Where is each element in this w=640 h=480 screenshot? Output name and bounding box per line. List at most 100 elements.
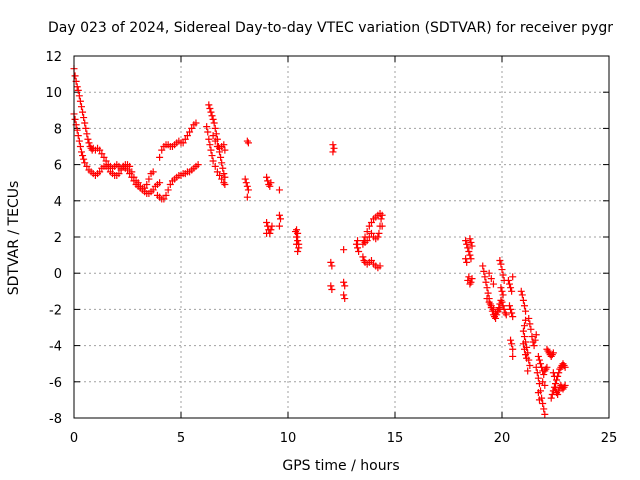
- data-point: [340, 291, 348, 299]
- data-point: [275, 186, 283, 194]
- data-point: [464, 244, 472, 252]
- data-point: [75, 92, 83, 100]
- data-point: [468, 242, 476, 250]
- data-point: [330, 144, 338, 152]
- data-point: [82, 124, 90, 132]
- data-point: [509, 345, 517, 353]
- data-point: [522, 307, 530, 315]
- data-point: [539, 400, 547, 408]
- data-point: [149, 168, 157, 176]
- data-point: [85, 139, 93, 147]
- data-point: [275, 211, 283, 219]
- data-point: [208, 112, 216, 120]
- data-point: [243, 193, 251, 201]
- data-point: [295, 244, 303, 252]
- data-point: [293, 226, 301, 234]
- data-point: [352, 240, 360, 248]
- data-point: [507, 336, 515, 344]
- data-point: [98, 150, 106, 158]
- data-point: [156, 179, 164, 187]
- data-point: [188, 124, 196, 132]
- data-point: [487, 302, 495, 310]
- y-tick-label: 0: [54, 267, 62, 282]
- data-point: [83, 162, 91, 170]
- data-point: [359, 253, 367, 261]
- data-point: [365, 233, 373, 241]
- data-point: [549, 349, 557, 357]
- data-point: [484, 289, 492, 297]
- data-point: [517, 287, 525, 295]
- data-point: [354, 237, 362, 245]
- data-point: [523, 354, 531, 362]
- data-point: [549, 369, 557, 377]
- data-point: [81, 119, 89, 127]
- x-tick-label: 25: [601, 431, 618, 446]
- data-point: [186, 128, 194, 136]
- data-point: [244, 139, 252, 147]
- data-point: [73, 83, 81, 91]
- y-tick-label: -4: [49, 340, 62, 355]
- data-point: [275, 222, 283, 230]
- data-point: [128, 168, 136, 176]
- data-point: [115, 170, 123, 178]
- data-point: [267, 226, 275, 234]
- data-point: [73, 126, 81, 134]
- data-point: [220, 141, 228, 149]
- data-point: [561, 363, 569, 371]
- data-point: [496, 305, 504, 313]
- data-point: [205, 135, 213, 143]
- data-point: [501, 309, 509, 317]
- data-point: [164, 186, 172, 194]
- data-point: [534, 389, 542, 397]
- data-point: [532, 331, 540, 339]
- data-point: [480, 267, 488, 275]
- data-point: [522, 316, 530, 324]
- data-point: [207, 108, 215, 116]
- data-point: [479, 262, 487, 270]
- data-point: [519, 296, 527, 304]
- data-point: [149, 186, 157, 194]
- plot-frame: [73, 55, 610, 419]
- data-point: [375, 229, 383, 237]
- data-point: [217, 153, 225, 161]
- data-point: [71, 72, 79, 80]
- data-point: [329, 148, 337, 156]
- data-point: [205, 101, 213, 109]
- data-point: [520, 345, 528, 353]
- y-tick-label: 2: [54, 231, 62, 246]
- data-point: [498, 266, 506, 274]
- data-point: [520, 333, 528, 341]
- data-point: [211, 162, 219, 170]
- data-point: [363, 228, 371, 236]
- data-point: [76, 97, 84, 105]
- data-point: [117, 166, 125, 174]
- data-point: [467, 278, 475, 286]
- x-tick-label: 20: [494, 431, 511, 446]
- data-point: [365, 222, 373, 230]
- data-point: [531, 336, 539, 344]
- data-point: [327, 258, 335, 266]
- data-point: [328, 285, 336, 293]
- data-point: [211, 137, 219, 145]
- data-point: [207, 146, 215, 154]
- data-point: [525, 314, 533, 322]
- data-point: [508, 287, 516, 295]
- data-point: [507, 284, 515, 292]
- y-tick-label: -6: [49, 376, 62, 391]
- data-point: [509, 273, 517, 281]
- data-point: [483, 295, 491, 303]
- data-point: [263, 229, 271, 237]
- data-point: [533, 369, 541, 377]
- data-point: [499, 291, 507, 299]
- data-point: [462, 237, 470, 245]
- data-point: [242, 179, 250, 187]
- data-point: [328, 262, 336, 270]
- y-tick-label: 10: [45, 86, 62, 101]
- data-point: [535, 396, 543, 404]
- data-point: [530, 342, 538, 350]
- data-point: [508, 309, 516, 317]
- y-tick-label: 6: [54, 159, 62, 174]
- data-point: [367, 229, 375, 237]
- data-point: [534, 352, 542, 360]
- data-point: [466, 251, 474, 259]
